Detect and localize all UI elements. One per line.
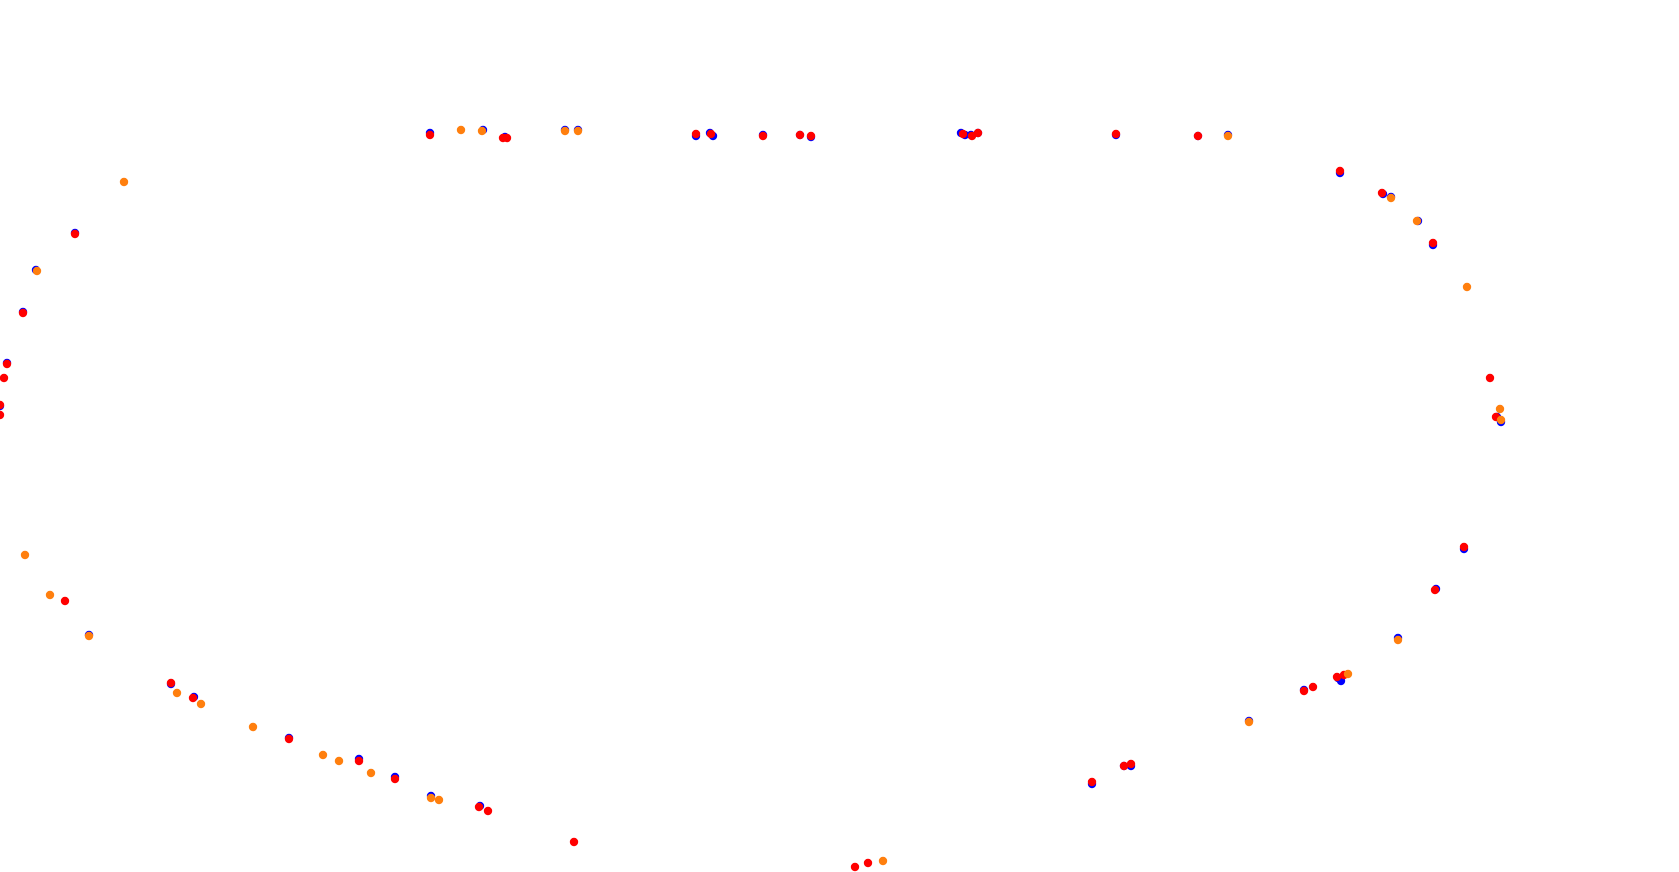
- point-series-3-26: [1412, 216, 1422, 226]
- point-series-2-42: [1428, 238, 1438, 248]
- point-series-3-9: [318, 750, 328, 760]
- point-series-2-36: [1332, 672, 1342, 682]
- point-series-3-19: [1223, 131, 1233, 141]
- point-series-3-25: [1462, 282, 1472, 292]
- point-series-3-1: [20, 550, 30, 560]
- point-series-2-30: [1119, 761, 1129, 771]
- point-series-3-21: [1343, 669, 1353, 679]
- point-series-3-7: [196, 699, 206, 709]
- point-series-3-15: [477, 126, 487, 136]
- point-series-3-8: [248, 722, 258, 732]
- point-series-3-24: [1496, 415, 1506, 425]
- point-series-3-2: [45, 590, 55, 600]
- point-series-2-10: [284, 734, 294, 744]
- point-series-3-20: [1244, 717, 1254, 727]
- point-series-2-14: [483, 806, 493, 816]
- point-series-2-41: [1485, 373, 1495, 383]
- point-series-2-29: [1087, 777, 1097, 787]
- point-series-3-4: [84, 631, 94, 641]
- point-series-3-18: [878, 856, 888, 866]
- point-series-3-16: [560, 126, 570, 136]
- point-series-3-3: [32, 266, 42, 276]
- point-series-2-26: [958, 129, 968, 139]
- point-series-2-35: [1308, 682, 1318, 692]
- point-series-3-23: [1495, 404, 1505, 414]
- point-series-2-12: [390, 774, 400, 784]
- point-series-2-8: [166, 678, 176, 688]
- point-series-2-39: [1459, 542, 1469, 552]
- point-series-2-9: [188, 693, 198, 703]
- point-series-2-15: [569, 837, 579, 847]
- point-series-2-17: [863, 858, 873, 868]
- point-series-2-11: [354, 756, 364, 766]
- series-1: [0, 125, 1506, 811]
- point-series-2-44: [1335, 166, 1345, 176]
- series-3: [20, 125, 1506, 866]
- point-series-3-27: [1386, 193, 1396, 203]
- point-series-2-6: [70, 229, 80, 239]
- point-series-2-43: [1377, 188, 1387, 198]
- point-series-3-6: [172, 688, 182, 698]
- point-series-2-4: [2, 359, 12, 369]
- series-2: [0, 128, 1501, 872]
- point-series-2-13: [474, 802, 484, 812]
- point-series-3-13: [434, 795, 444, 805]
- point-series-2-28: [973, 128, 983, 138]
- point-series-2-2: [0, 400, 5, 410]
- point-series-3-14: [456, 125, 466, 135]
- point-series-2-25: [806, 131, 816, 141]
- point-series-2-18: [425, 130, 435, 140]
- point-series-3-22: [1393, 635, 1403, 645]
- point-series-2-32: [1111, 129, 1121, 139]
- point-series-2-16: [850, 862, 860, 872]
- point-series-2-1: [0, 410, 5, 420]
- point-series-2-7: [60, 596, 70, 606]
- point-series-2-38: [1430, 585, 1440, 595]
- series-layer: [0, 125, 1506, 872]
- point-series-2-23: [758, 131, 768, 141]
- point-series-2-21: [691, 129, 701, 139]
- point-series-3-17: [573, 126, 583, 136]
- point-series-2-22: [706, 129, 716, 139]
- point-series-2-31: [1126, 759, 1136, 769]
- point-series-2-33: [1193, 131, 1203, 141]
- point-series-2-20: [502, 133, 512, 143]
- point-series-3-11: [366, 768, 376, 778]
- point-series-3-12: [426, 793, 436, 803]
- point-series-2-24: [795, 130, 805, 140]
- point-series-2-34: [1299, 686, 1309, 696]
- point-series-3-5: [119, 177, 129, 187]
- point-series-3-10: [334, 756, 344, 766]
- point-series-2-3: [0, 373, 9, 383]
- point-series-2-5: [18, 308, 28, 318]
